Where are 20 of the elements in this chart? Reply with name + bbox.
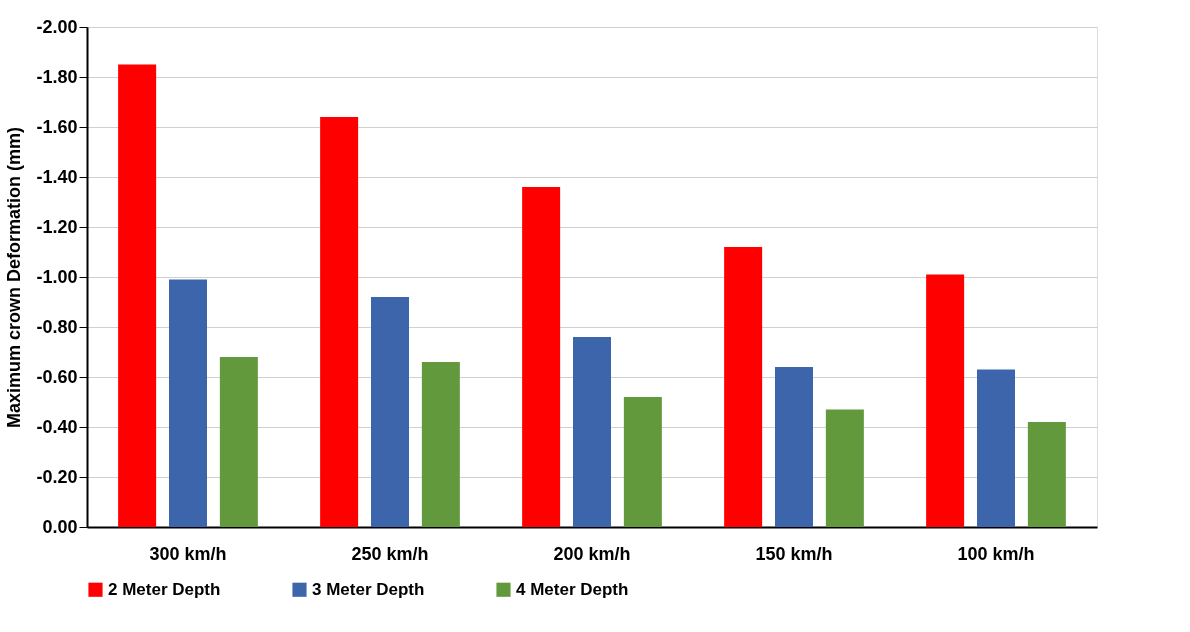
x-tick-label: 200 km/h [553, 543, 631, 564]
y-tick-label: -2.00 [36, 16, 78, 37]
y-tick-label: -1.60 [36, 116, 78, 137]
y-tick-label: -0.80 [36, 316, 78, 337]
y-tick-label: -0.60 [36, 366, 78, 387]
y-tick-label: -1.40 [36, 166, 78, 187]
y-tick-label: 0.00 [42, 516, 78, 537]
y-tick-label: -0.20 [36, 466, 78, 487]
y-tick-label: -0.40 [36, 416, 78, 437]
y-tick-label: -1.20 [36, 216, 78, 237]
legend-label: 4 Meter Depth [516, 579, 629, 599]
x-tick-label: 250 km/h [351, 543, 429, 564]
x-tick-label: 100 km/h [957, 543, 1035, 564]
y-tick-label: -1.00 [36, 266, 78, 287]
legend-label: 3 Meter Depth [312, 579, 425, 599]
y-tick-label: -1.80 [36, 66, 78, 87]
x-tick-label: 150 km/h [755, 543, 833, 564]
y-axis-title: Maximum crown Deformation (mm) [4, 126, 25, 429]
legend-label: 2 Meter Depth [108, 579, 221, 599]
x-tick-label: 300 km/h [149, 543, 227, 564]
